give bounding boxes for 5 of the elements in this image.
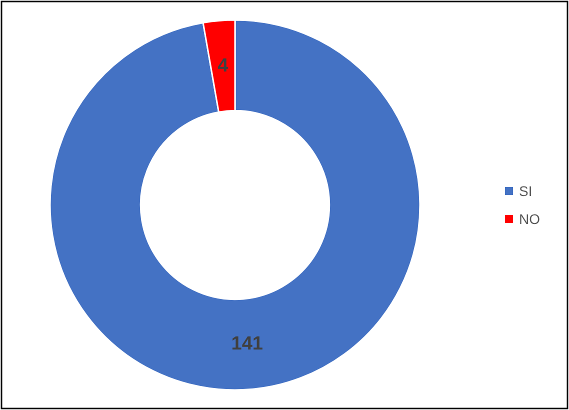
donut-slice (49, 19, 421, 391)
data-label: 141 (231, 334, 264, 355)
legend-label: NO (519, 211, 540, 227)
data-label: 4 (218, 55, 229, 76)
legend-label: SI (519, 183, 532, 199)
